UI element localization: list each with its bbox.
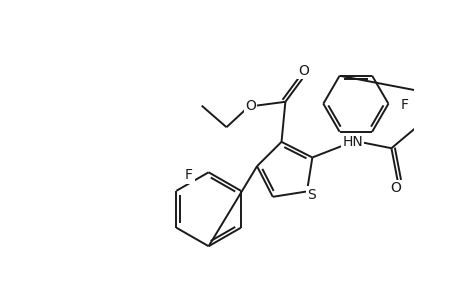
Text: O: O <box>298 64 309 78</box>
Text: F: F <box>185 168 193 182</box>
Text: O: O <box>245 99 255 113</box>
Text: HN: HN <box>341 135 362 149</box>
Text: F: F <box>400 98 408 112</box>
Text: O: O <box>390 181 401 195</box>
Text: S: S <box>307 188 315 202</box>
